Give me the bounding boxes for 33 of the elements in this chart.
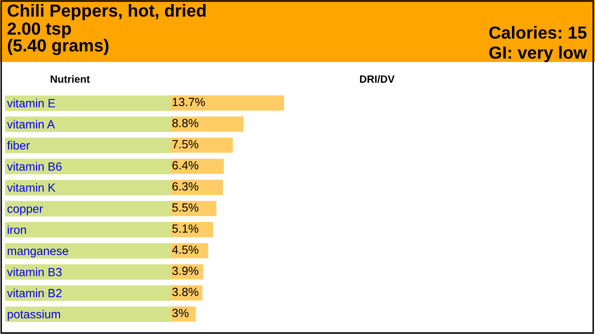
data-label: 4.5% xyxy=(172,246,198,254)
chart-subtitle: 2.00 tsp (5.40 grams) xyxy=(8,22,108,56)
y-tick-label: vitamin K xyxy=(7,183,56,192)
data-label: 6.3% xyxy=(172,182,198,191)
y-tick-label: vitamin B6 xyxy=(7,162,62,171)
data-label: 6.4% xyxy=(172,161,198,170)
bar xyxy=(171,200,216,216)
y-tick-label: potassium xyxy=(8,310,60,321)
data-label: 3% xyxy=(172,308,188,318)
y-tick-label: iron xyxy=(8,225,26,234)
data-label: 5.5% xyxy=(172,203,198,212)
data-label: 7.5% xyxy=(172,140,198,148)
text: GI: very low xyxy=(489,46,588,62)
y-tick-label: fiber xyxy=(7,140,30,150)
y-tick-label: copper xyxy=(8,206,43,216)
data-label: 5.1% xyxy=(172,224,198,233)
y-tick-label: vitamin A xyxy=(7,120,55,128)
chart-title: Chili Peppers, hot, dried xyxy=(8,4,206,20)
data-label: 13.7% xyxy=(172,98,205,106)
bar xyxy=(171,180,223,195)
data-label: 3.8% xyxy=(172,288,198,296)
bar xyxy=(171,243,208,258)
y-tick-label: vitamin E xyxy=(7,98,56,108)
text: DRI/DV xyxy=(360,75,395,83)
data-label: 8.8% xyxy=(172,118,198,128)
bar xyxy=(171,222,214,238)
y-tick-label: vitamin B3 xyxy=(7,268,62,276)
y-tick-label: vitamin B2 xyxy=(7,288,62,298)
data-label: 3.9% xyxy=(172,266,198,275)
text: Nutrient xyxy=(50,75,90,83)
bar xyxy=(171,158,224,174)
y-tick-label: manganese xyxy=(8,248,68,258)
text: Calories: 15 xyxy=(489,26,587,39)
